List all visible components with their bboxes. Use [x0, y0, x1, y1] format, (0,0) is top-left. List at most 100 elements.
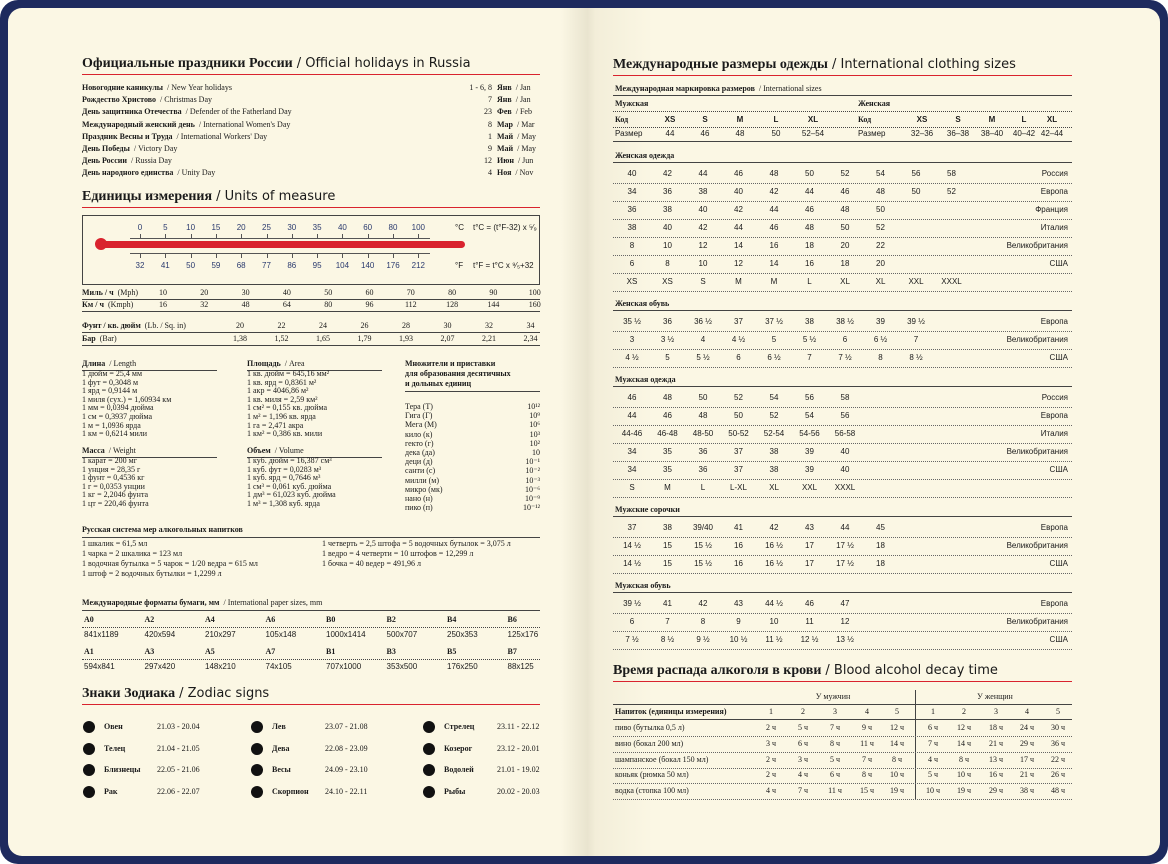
size-value: 16 — [734, 541, 743, 550]
rule — [130, 253, 430, 254]
pressure-value: 26 — [360, 321, 369, 330]
rule — [613, 201, 1072, 202]
block-title: Объем / Volume — [247, 447, 304, 455]
paper-size: 707x1000 — [326, 662, 362, 671]
main-text: Новогодние каникулы — [82, 83, 164, 92]
size-value: 17 — [805, 559, 814, 568]
size-value: 7 — [913, 335, 919, 344]
celsius-label: 100 — [411, 223, 425, 232]
paper-size: 500x707 — [386, 630, 418, 639]
conversion: 1 см² = 0,155 кв. дюйма — [247, 403, 328, 413]
speed-value: 70 — [406, 288, 415, 297]
celsius-label: 35 — [312, 223, 322, 232]
speed-value: 100 — [528, 288, 541, 297]
size-value: 15 — [663, 559, 672, 568]
size-value: 16 ½ — [765, 559, 783, 568]
rule — [613, 386, 1072, 387]
size: 52–54 — [801, 129, 825, 138]
decay-time: 21 ч — [1019, 770, 1035, 780]
zodiac-name: Рыбы — [444, 786, 466, 796]
column-header: 4 — [865, 707, 869, 716]
size-value: 18 — [805, 241, 814, 250]
subtext: / Mar — [517, 119, 535, 129]
main-text: День защитника Отечества — [82, 107, 182, 117]
prefix: санти (с) — [405, 466, 436, 476]
prefix: Мега (М) — [405, 420, 437, 430]
conversion: 1 цт = 220,46 фунта — [82, 499, 149, 508]
rule — [613, 141, 1072, 142]
paper-format: A1 — [84, 647, 94, 656]
pressure-value: 1,79 — [357, 333, 372, 343]
size: 42–44 — [1040, 129, 1064, 138]
tick — [317, 234, 319, 239]
decay-time: 11 ч — [860, 738, 874, 748]
zodiac-icon — [251, 742, 263, 755]
conversion: 1 акр = 4046,86 м² — [247, 386, 309, 396]
zodiac-icon — [83, 764, 95, 776]
conversion: 1 кг = 2,2046 фунта — [82, 490, 149, 500]
size-value: 4 — [700, 335, 706, 344]
code-label: Код — [615, 115, 629, 124]
rule — [613, 219, 1072, 220]
celsius-label: 20 — [236, 223, 246, 232]
divider — [915, 690, 916, 800]
pressure-value: 32 — [485, 321, 493, 330]
rule — [405, 391, 540, 392]
fahrenheit-label: 86 — [287, 261, 297, 270]
subtext: / Volume — [274, 446, 304, 455]
rule — [613, 407, 1072, 408]
decay-time: 36 ч — [1050, 738, 1066, 748]
unit: °F — [455, 261, 464, 270]
subtext: / Units of measure — [216, 189, 336, 204]
tick — [215, 234, 217, 239]
size-value: 48-50 — [692, 429, 714, 438]
country: США — [1049, 259, 1068, 268]
prefix: пико (п) — [405, 503, 433, 513]
fahrenheit-label: 41 — [160, 261, 170, 270]
block-title: Площадь / Area — [247, 360, 305, 368]
size-value: 34 — [627, 187, 637, 196]
subtext: / International sizes — [758, 84, 822, 93]
rule — [613, 461, 1072, 462]
zodiac-name: Лев — [272, 722, 286, 731]
rule — [82, 627, 540, 628]
zodiac-dates: 21.01 - 19.02 — [497, 765, 540, 774]
conversion: 1 дм³ = 61,023 куб. дюйма — [247, 490, 336, 500]
rule — [82, 207, 540, 208]
country: Великобритания — [1006, 617, 1068, 626]
size-value: 34 — [627, 447, 637, 456]
zodiac-icon — [423, 742, 435, 755]
rule — [247, 457, 382, 458]
rule — [82, 74, 540, 75]
prefix-factor: 10⁶ — [529, 420, 540, 430]
holiday-date: 8 — [488, 119, 492, 129]
main-text: Знаки Зодиака — [82, 686, 176, 701]
main-text: Рождество Христово — [82, 95, 157, 105]
row-label: Км / ч (Kmph) — [82, 301, 133, 309]
paper-format: B3 — [386, 647, 396, 656]
row-label: Фунт / кв. дюйм (Lb. / Sq. in) — [82, 322, 186, 330]
pressure-value: 22 — [277, 321, 286, 330]
rule — [130, 238, 430, 239]
decay-time: 8 ч — [861, 770, 873, 780]
celsius-label: 25 — [262, 223, 271, 232]
country: Италия — [1040, 429, 1068, 438]
rule — [613, 613, 1072, 614]
speed-value: 80 — [324, 300, 333, 309]
size-value: 35 ½ — [623, 317, 641, 326]
decay-time: 12 ч — [956, 723, 972, 732]
paper-format: A2 — [144, 615, 155, 624]
drink: вино (бокал 200 мл) — [615, 738, 684, 748]
size-value: 20 — [876, 259, 885, 268]
size-value: 42 — [734, 205, 743, 214]
size-value: 41 — [663, 599, 672, 608]
rule — [613, 183, 1072, 184]
paper-format: B0 — [326, 615, 336, 624]
size-value: M — [770, 277, 778, 286]
country: Россия — [1041, 393, 1068, 402]
tick — [266, 253, 268, 258]
size-value: 36 — [698, 447, 708, 456]
conversion: 1 дюйм = 25,4 мм — [82, 369, 143, 378]
marking-label: Мужская — [615, 99, 649, 108]
fahrenheit-label: 95 — [312, 261, 322, 270]
